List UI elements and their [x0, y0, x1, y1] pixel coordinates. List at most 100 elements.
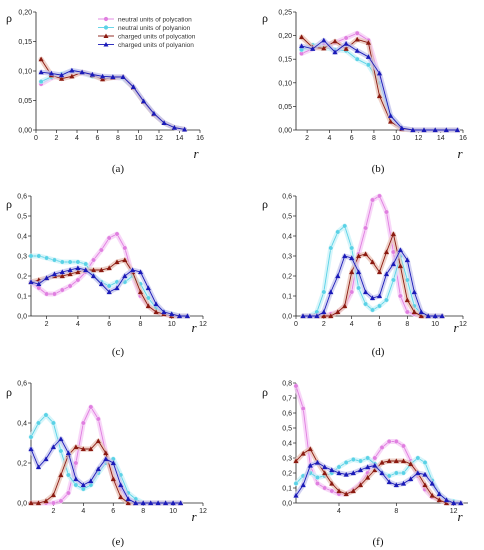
data-point [80, 446, 86, 452]
data-point [436, 491, 442, 497]
panel-label: (f) [373, 536, 384, 548]
data-point [408, 461, 414, 467]
data-point [415, 470, 421, 476]
data-point [293, 481, 299, 486]
panel-label: (e) [112, 536, 125, 548]
panel-label: (c) [112, 346, 125, 358]
data-point [370, 197, 375, 203]
y-tick-label: 0,00 [278, 128, 292, 135]
data-point [307, 313, 313, 319]
y-tick-label: 0,7 [282, 396, 292, 403]
data-point [422, 471, 428, 477]
data-point [122, 257, 128, 263]
legend-marker [103, 42, 109, 47]
data-point [114, 259, 120, 265]
data-point [28, 279, 34, 285]
y-tick-label: 0,4 [17, 421, 27, 428]
y-tick-label: 0,4 [282, 234, 292, 241]
panel-label: (d) [372, 346, 385, 358]
legend-item: charged units of polyanion [98, 42, 194, 49]
data-point [322, 464, 328, 470]
y-tick-label: 0,1 [282, 486, 292, 493]
x-tick-label: 16 [459, 135, 467, 142]
y-tick-label: 0,5 [282, 214, 292, 221]
data-point [363, 225, 368, 231]
data-point [425, 313, 431, 319]
data-point [335, 309, 341, 315]
legend-label: charged units of polycation [118, 33, 196, 40]
data-point [343, 471, 349, 477]
data-point [48, 70, 54, 76]
data-point [393, 482, 399, 488]
x-axis-label: r [457, 509, 463, 524]
data-point [443, 500, 450, 506]
y-tick-label: 0,0 [282, 501, 292, 508]
data-point [363, 289, 369, 295]
data-point [411, 289, 417, 295]
y-tick-label: 0,10 [18, 69, 32, 76]
data-point [59, 269, 65, 275]
data-point [106, 235, 112, 241]
data-point [58, 498, 64, 504]
data-point [386, 479, 392, 485]
data-point [415, 455, 421, 461]
y-tick-label: 0,4 [282, 441, 292, 448]
data-point [365, 464, 371, 470]
x-tick-label: 6 [107, 321, 111, 328]
data-point [103, 456, 109, 462]
y-axis-label: ρ [262, 385, 268, 399]
x-tick-label: 12 [155, 135, 163, 142]
data-point [429, 492, 435, 498]
data-point [451, 500, 457, 506]
data-point [51, 500, 56, 506]
data-point [432, 127, 438, 133]
data-point [176, 313, 183, 319]
data-point [342, 303, 348, 309]
data-point [391, 277, 396, 283]
data-point [43, 412, 49, 418]
data-point [418, 309, 424, 315]
data-point [379, 445, 385, 450]
data-point [322, 485, 328, 491]
data-point [388, 118, 394, 124]
x-axis-label: r [457, 146, 463, 161]
data-point [118, 494, 124, 500]
data-point [398, 293, 403, 299]
data-point [51, 271, 58, 277]
series-line [303, 232, 443, 317]
y-tick-label: 0,05 [278, 104, 292, 111]
x-tick-label: 4 [76, 321, 80, 328]
data-point [28, 253, 34, 259]
data-point [59, 259, 65, 265]
x-tick-label: 6 [96, 135, 100, 142]
data-point [383, 249, 390, 255]
data-point [365, 40, 371, 45]
x-tick-label: 12 [459, 321, 467, 328]
data-point [299, 43, 305, 49]
series-2 [28, 253, 190, 319]
data-point [386, 458, 392, 464]
y-tick-label: 0,6 [282, 411, 292, 418]
data-point [38, 79, 44, 84]
series-halo [300, 223, 445, 319]
y-axis-label: ρ [262, 197, 268, 211]
data-point [356, 253, 362, 259]
data-point [44, 291, 49, 297]
data-point [349, 245, 355, 251]
data-point [161, 309, 167, 315]
y-axis-label: ρ [6, 11, 12, 25]
data-point [43, 498, 49, 504]
data-point [397, 247, 403, 253]
x-tick-label: 2 [305, 135, 309, 142]
x-axis-label: r [191, 509, 197, 524]
data-point [80, 420, 86, 426]
series-2 [300, 223, 445, 319]
y-tick-label: 0,15 [18, 39, 32, 46]
data-point [58, 448, 64, 454]
data-point [404, 257, 410, 263]
data-point [80, 482, 86, 488]
legend-item: neutral units of polyanion [98, 25, 191, 32]
y-tick-label: 0,3 [282, 254, 292, 261]
data-point [69, 73, 75, 79]
data-point [422, 460, 428, 465]
